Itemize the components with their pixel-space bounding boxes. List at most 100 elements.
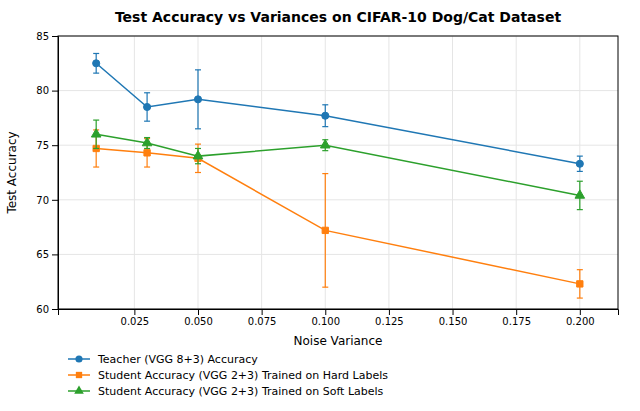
error-bar-cap [195, 69, 201, 70]
chart: 0.0250.0500.0750.1000.1250.1500.1750.200… [0, 0, 640, 411]
error-bar-cap [577, 297, 583, 298]
error-bar-cap [144, 121, 150, 122]
grid-line [388, 36, 389, 309]
series [93, 130, 583, 298]
grid-line [134, 36, 135, 309]
point [320, 140, 330, 148]
tick: 65 [36, 249, 58, 260]
tick-label: 0.150 [439, 316, 468, 327]
tick: 60 [36, 304, 58, 315]
grid-line [516, 36, 517, 309]
tick-mark [262, 309, 263, 315]
grid-line [58, 90, 618, 91]
tick: 0.100 [311, 309, 340, 327]
legend-swatch [75, 355, 82, 362]
tick-mark [198, 309, 199, 315]
point [142, 137, 152, 145]
line [96, 134, 580, 195]
error-bar-cap [322, 126, 328, 127]
point [144, 150, 150, 156]
error-bar-cap [93, 53, 99, 54]
tick-label: 0.200 [566, 316, 595, 327]
error-bar-cap [322, 173, 328, 174]
tick-mark [52, 91, 58, 92]
axis-line [52, 37, 59, 310]
grid-line [325, 36, 326, 309]
error-bar-cap [93, 73, 99, 74]
point [322, 227, 328, 233]
tick-mark [52, 200, 58, 201]
tick-label: 85 [36, 31, 49, 42]
tick-mark [516, 309, 517, 315]
tick-mark [134, 309, 135, 315]
point [193, 151, 203, 159]
error-bar-cap [195, 148, 201, 149]
point [576, 160, 583, 167]
legend-label: Student Accuracy (VGG 2+3) Trained on So… [98, 385, 384, 398]
grid-line [58, 254, 618, 255]
x-axis-title: Noise Variance [294, 334, 383, 348]
legend-label: Student Accuracy (VGG 2+3) Trained on Ha… [98, 369, 388, 382]
point [93, 60, 100, 67]
tick-mark [580, 309, 581, 315]
tick-mark [52, 145, 58, 146]
tick: 0.125 [375, 309, 404, 327]
tick: 75 [36, 140, 58, 151]
legend-swatch [74, 385, 84, 393]
point [322, 112, 329, 119]
error-bar [577, 156, 583, 171]
error-bar-cap [93, 166, 99, 167]
error-bar [322, 174, 328, 288]
tick-label: 0.175 [502, 316, 531, 327]
error-bar-cap [144, 148, 150, 149]
tick: 0.200 [566, 309, 595, 327]
point [575, 190, 585, 198]
y-axis-title: Test Accuracy [5, 131, 19, 214]
axis-line [59, 310, 619, 316]
tick: 0.025 [121, 309, 150, 327]
error-bar-cap [195, 172, 201, 173]
error-bar-cap [93, 119, 99, 120]
tick: 85 [36, 31, 58, 42]
tick-mark [453, 309, 454, 315]
tick-mark [389, 309, 390, 315]
tick: 0.075 [248, 309, 277, 327]
data [91, 53, 584, 298]
error-bar-cap [577, 209, 583, 210]
tick-mark [52, 254, 58, 255]
point [577, 281, 583, 287]
tick-label: 80 [36, 85, 49, 96]
error-bar [93, 53, 99, 73]
point [144, 103, 151, 110]
error-bar-cap [577, 156, 583, 157]
tick: 0.150 [439, 309, 468, 327]
error-bar [577, 270, 583, 298]
tick-label: 0.100 [311, 316, 340, 327]
legend-label: Teacher (VGG 8+3) Accuracy [97, 353, 258, 366]
error-bar-cap [144, 166, 150, 167]
error-bar-cap [195, 163, 201, 164]
grid-line [58, 199, 618, 200]
error-bar [322, 105, 328, 127]
tick: 0.175 [502, 309, 531, 327]
tick-label: 70 [36, 195, 49, 206]
error-bar-cap [195, 144, 201, 145]
tick: 70 [36, 195, 58, 206]
plot-frame [58, 36, 618, 309]
error-bar-cap [322, 150, 328, 151]
tick-label: 0.025 [121, 316, 150, 327]
grid-line [452, 36, 453, 309]
point [91, 129, 101, 137]
error-bar-cap [93, 148, 99, 149]
tick-mark [52, 36, 58, 37]
point [194, 96, 201, 103]
error-bar [144, 93, 150, 121]
y-axis: 60 65 70 75 80 85 [36, 31, 58, 315]
plot: 0.0250.0500.0750.1000.1250.1500.1750.200… [36, 31, 618, 327]
tick-label: 0.075 [248, 316, 277, 327]
tick-label: 65 [36, 249, 49, 260]
error-bar-cap [577, 269, 583, 270]
legend: Teacher (VGG 8+3) Accuracy Student Accura… [68, 353, 388, 398]
tick-label: 75 [36, 140, 49, 151]
legend-item: Student Accuracy (VGG 2+3) Trained on So… [68, 385, 384, 398]
